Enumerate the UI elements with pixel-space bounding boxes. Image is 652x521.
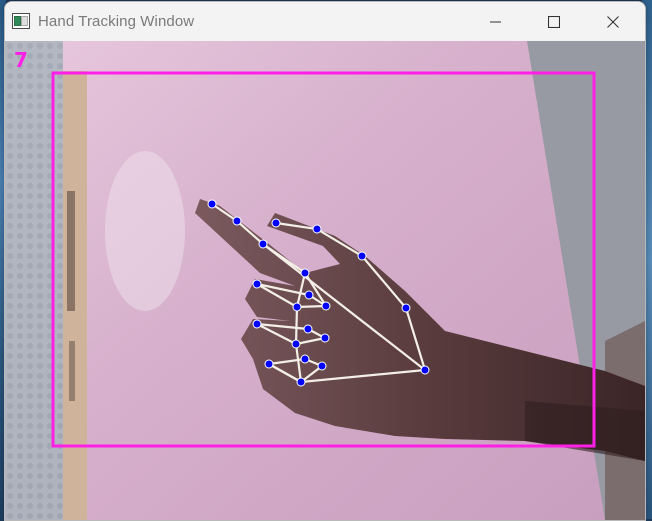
close-button[interactable] [590, 2, 636, 41]
maximize-icon [548, 15, 560, 28]
landmark-point [300, 268, 310, 278]
maximize-button[interactable] [531, 2, 577, 41]
landmark-point [258, 239, 268, 249]
middle-finger-connections [255, 282, 330, 309]
index-finger-connections [210, 202, 427, 372]
landmark-point [252, 319, 262, 329]
landmark-point [232, 216, 242, 226]
ring-finger-connections [255, 322, 329, 346]
pinky-finger-connections [267, 357, 325, 384]
landmark-point [207, 199, 217, 209]
landmark-point [304, 290, 314, 300]
landmark-point [292, 302, 302, 312]
landmark-point [252, 279, 262, 289]
title-bar[interactable]: Hand Tracking Window [5, 2, 645, 41]
close-icon [607, 15, 619, 28]
window-title: Hand Tracking Window [38, 13, 195, 30]
app-window-icon [12, 13, 30, 29]
palm-base-connection [299, 368, 427, 384]
camera-view: 7 [5, 41, 645, 520]
minimize-button[interactable] [473, 2, 519, 41]
desktop-background-left [0, 0, 6, 519]
palm-connection-1 [294, 271, 307, 384]
landmark-points [207, 199, 430, 387]
landmark-point [401, 303, 411, 313]
landmark-point [303, 324, 313, 334]
landmark-point [300, 354, 310, 364]
hand-bounding-box [51, 71, 596, 448]
gesture-digit-readout: 7 [14, 48, 28, 72]
landmark-point [357, 251, 367, 261]
landmark-point [320, 333, 330, 343]
landmark-point [321, 301, 331, 311]
landmark-point [317, 361, 327, 371]
minimize-icon [490, 16, 502, 28]
landmark-point [291, 339, 301, 349]
landmark-point [312, 224, 322, 234]
landmark-point [420, 365, 430, 375]
landmark-point [296, 377, 306, 387]
palm-connection-2 [261, 242, 307, 275]
landmark-point [271, 218, 281, 228]
desktop-background-right [642, 0, 652, 519]
app-window: Hand Tracking Window [4, 1, 646, 521]
landmark-point [264, 359, 274, 369]
